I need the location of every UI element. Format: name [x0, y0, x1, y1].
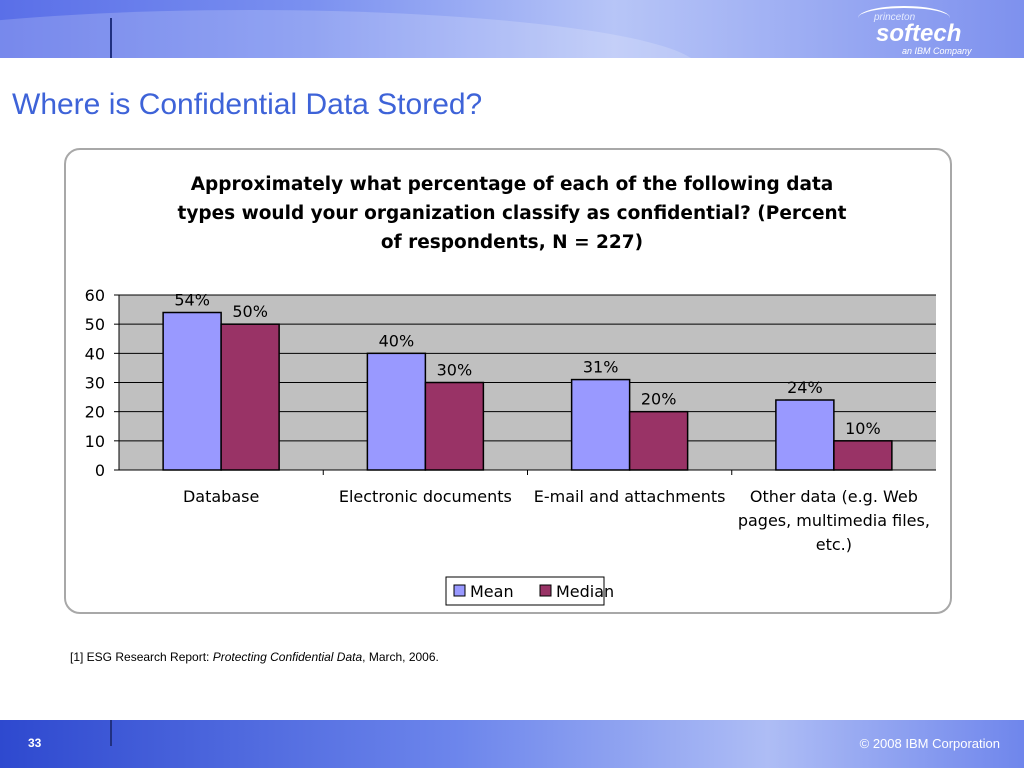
- chart-title-line-3: of respondents, N = 227): [380, 232, 644, 253]
- y-tick-label-4: 40: [85, 344, 105, 363]
- legend-label-mean: Mean: [470, 582, 514, 601]
- data-label-median-3: 10%: [845, 419, 881, 438]
- legend-box: [445, 576, 605, 606]
- bar-median-0: [220, 323, 280, 471]
- page-number: 33: [28, 736, 42, 750]
- logo-brand-text: softech: [876, 20, 962, 47]
- logo-small-text: princeton: [874, 12, 916, 23]
- bar-median-1: [424, 381, 485, 471]
- copyright: © 2008 IBM Corporation: [859, 736, 1000, 751]
- y-tick-label-1: 10: [85, 432, 105, 451]
- slide-title: Where is Confidential Data Stored?: [12, 88, 483, 121]
- bar-mean-2: [570, 378, 631, 471]
- chart-title-line-2: types would your organization classify a…: [177, 203, 847, 224]
- data-label-mean-1: 40%: [379, 331, 415, 350]
- header-band: princeton softech an IBM Company: [0, 0, 1024, 58]
- x-tick-label-3-0: Other data (e.g. Web: [750, 487, 918, 506]
- footnote-prefix: [1] ESG Research Report:: [70, 650, 213, 664]
- footnote-suffix: , March, 2006.: [362, 650, 439, 664]
- data-label-mean-3: 24%: [787, 378, 823, 397]
- data-label-median-2: 20%: [641, 390, 677, 409]
- chart-title: Approximately what percentage of each of…: [0, 170, 1024, 257]
- bar-median-3: [833, 440, 893, 471]
- logo-sub-text: an IBM Company: [902, 46, 972, 56]
- footnote-report-title: Protecting Confidential Data: [212, 650, 363, 664]
- header-divider: [110, 18, 112, 58]
- data-label-median-1: 30%: [437, 361, 473, 380]
- bar-median-2: [628, 410, 689, 471]
- x-tick-label-3-1: pages, multimedia files,: [738, 511, 930, 530]
- legend-label-median: Median: [556, 582, 614, 601]
- footnote: [1] ESG Research Report: Protecting Conf…: [70, 650, 439, 664]
- x-tick-label-0-0: Database: [183, 487, 259, 506]
- bar-mean-0: [162, 311, 222, 471]
- footer-band: 33 © 2008 IBM Corporation: [0, 720, 1024, 768]
- bar-mean-3: [775, 399, 835, 471]
- data-label-median-0: 50%: [232, 302, 268, 321]
- chart-title-line-1: Approximately what percentage of each of…: [190, 174, 834, 195]
- y-tick-label-0: 0: [95, 461, 105, 480]
- x-tick-label-2-0: E-mail and attachments: [534, 487, 726, 506]
- y-tick-label-2: 20: [85, 403, 105, 422]
- x-tick-label-3-2: etc.): [816, 535, 852, 554]
- footer-divider: [110, 720, 112, 746]
- y-tick-label-6: 60: [85, 286, 105, 305]
- data-label-mean-2: 31%: [583, 358, 619, 377]
- y-tick-label-5: 50: [85, 315, 105, 334]
- legend-swatch-mean: [453, 584, 466, 597]
- bar-mean-1: [366, 352, 427, 471]
- legend-swatch-median: [539, 584, 552, 597]
- x-tick-label-1-0: Electronic documents: [339, 487, 512, 506]
- y-tick-label-3: 30: [85, 374, 105, 393]
- data-label-mean-0: 54%: [174, 291, 210, 310]
- company-logo: princeton softech an IBM Company: [844, 4, 1004, 58]
- logo-arc: [858, 6, 950, 30]
